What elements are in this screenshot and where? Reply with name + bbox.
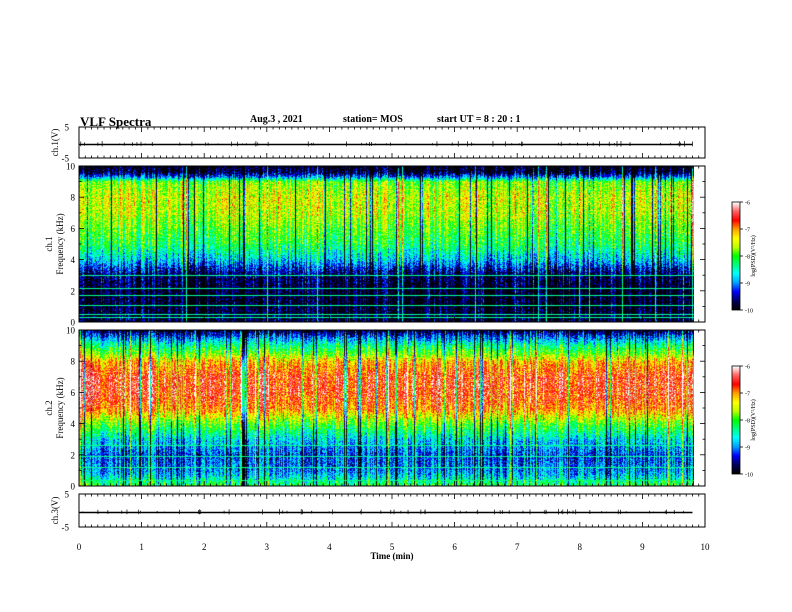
x-axis-label: Time (min): [370, 551, 413, 561]
figure-title: VLF Spectra: [80, 114, 152, 129]
ch1-waveform-ytick-label: 5: [65, 123, 70, 133]
ch1-colorbar: [732, 202, 740, 310]
ch1-spectrogram-ytick-label: 8: [71, 193, 76, 203]
ch3-waveform-ylabel: ch.3(V): [50, 497, 60, 525]
ch1-spectrogram-ytick-label: 2: [71, 286, 76, 296]
ch2-spectrogram-ytick-label: 6: [71, 388, 76, 398]
ch1-spectrogram-ylabel: Frequency (kHz): [55, 213, 65, 274]
x-tick-label: 5: [390, 542, 395, 552]
ch1-colorbar-label: log(PSD)(V²/Hz): [750, 235, 757, 276]
ch1-waveform-ytick-label: -5: [62, 154, 70, 164]
x-tick-label: 8: [578, 542, 583, 552]
ch1-spectrogram-ytick-label: 6: [71, 224, 76, 234]
ch1-colorbar-tick-label: -9: [745, 282, 750, 288]
ch2-colorbar: [732, 366, 740, 474]
ch1-colorbar-tick-label: -7: [745, 228, 750, 234]
ch2-colorbar-tick-label: -7: [745, 392, 750, 398]
station-label: station= MOS: [343, 114, 403, 125]
ch2-spectrogram-ytick-label: 0: [71, 482, 76, 492]
ch3-waveform-ytick-label: -5: [62, 523, 70, 533]
ch1-spectrogram-ytick-label: 0: [71, 318, 76, 328]
ch2-spectrogram-ytick-label: 2: [71, 450, 76, 460]
x-tick-label: 3: [265, 542, 270, 552]
ch1-waveform-ylabel: ch.1(V): [50, 129, 60, 157]
x-tick-label: 10: [701, 542, 711, 552]
x-tick-label: 7: [515, 542, 520, 552]
ch2-spectrogram-image: [79, 330, 694, 486]
ch2-spectrogram-channel-label: ch.2: [44, 400, 54, 415]
x-tick-label: 0: [77, 542, 82, 552]
ch1-colorbar-tick-label: -8: [745, 255, 750, 261]
x-tick-label: 4: [327, 542, 332, 552]
ch2-spectrogram-ytick-label: 10: [66, 326, 76, 336]
ch2-colorbar-label: log(PSD)(V²/Hz): [750, 399, 757, 440]
x-tick-label: 9: [640, 542, 645, 552]
start-time-label: start UT = 8 : 20 : 1: [437, 114, 521, 125]
ch1-spectrogram-image: [79, 166, 694, 322]
ch1-colorbar-tick-label: -6: [745, 201, 750, 207]
ch2-spectrogram-ylabel: Frequency (kHz): [55, 377, 65, 438]
ch2-spectrogram-ytick-label: 4: [71, 419, 76, 429]
x-tick-label: 6: [452, 542, 457, 552]
x-tick-label: 2: [202, 542, 207, 552]
ch2-colorbar-tick-label: -6: [745, 365, 750, 371]
ch1-spectrogram-ytick-label: 4: [71, 255, 76, 265]
ch1-colorbar-tick-label: -10: [745, 309, 753, 315]
ch1-spectrogram-ytick-label: 10: [66, 162, 76, 172]
ch1-spectrogram-channel-label: ch.1: [44, 236, 54, 251]
x-tick-label: 1: [139, 542, 144, 552]
ch2-colorbar-tick-label: -8: [745, 419, 750, 425]
ch2-colorbar-tick-label: -10: [745, 473, 753, 479]
ch2-colorbar-tick-label: -9: [745, 446, 750, 452]
ch2-spectrogram-ytick-label: 8: [71, 357, 76, 367]
date-label: Aug.3 , 2021: [250, 114, 303, 125]
ch3-waveform-ytick-label: 5: [65, 490, 70, 500]
